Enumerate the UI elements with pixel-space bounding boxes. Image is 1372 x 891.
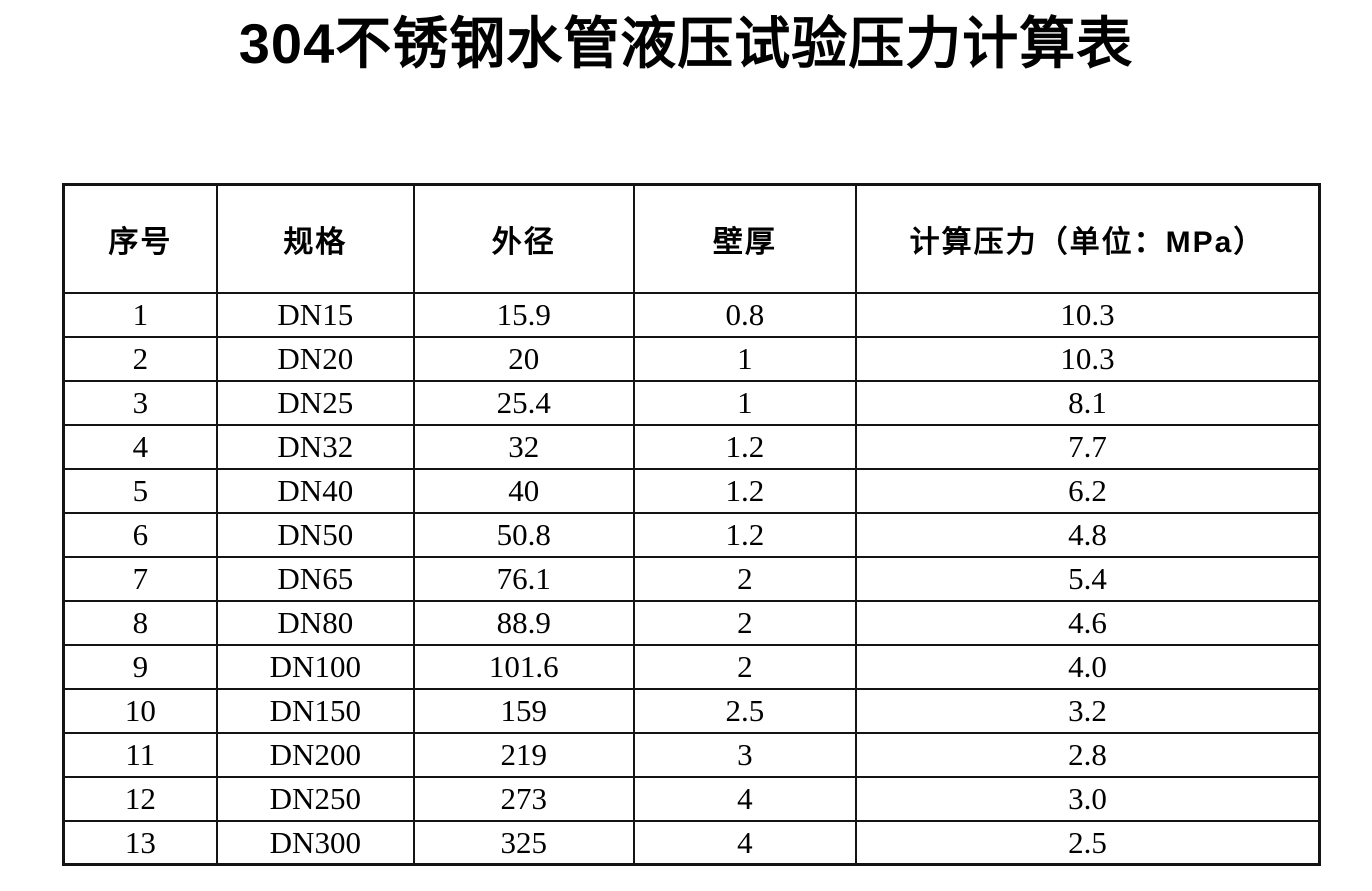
table-row: 4 DN32 32 1.2 7.7 bbox=[62, 423, 1321, 470]
column-header-pressure: 计算压力（单位：MPa） bbox=[855, 183, 1321, 294]
table-header-row: 序号 规格 外径 壁厚 计算压力（单位：MPa） bbox=[62, 183, 1321, 294]
cell-od: 25.4 bbox=[412, 379, 635, 426]
cell-spec: DN50 bbox=[215, 511, 415, 558]
cell-spec: DN40 bbox=[215, 467, 415, 514]
cell-pressure: 10.3 bbox=[855, 291, 1321, 338]
cell-seq: 7 bbox=[62, 555, 218, 602]
cell-spec: DN300 bbox=[215, 819, 415, 866]
cell-od: 88.9 bbox=[412, 599, 635, 646]
cell-pressure: 2.8 bbox=[855, 731, 1321, 778]
cell-od: 15.9 bbox=[412, 291, 635, 338]
cell-wall: 1.2 bbox=[632, 423, 858, 470]
cell-seq: 6 bbox=[62, 511, 218, 558]
cell-od: 101.6 bbox=[412, 643, 635, 690]
cell-seq: 13 bbox=[62, 819, 218, 866]
cell-od: 219 bbox=[412, 731, 635, 778]
column-header-spec: 规格 bbox=[215, 183, 415, 294]
cell-spec: DN250 bbox=[215, 775, 415, 822]
table-header: 序号 规格 外径 壁厚 计算压力（单位：MPa） bbox=[62, 183, 1321, 294]
table-row: 1 DN15 15.9 0.8 10.3 bbox=[62, 291, 1321, 338]
cell-spec: DN32 bbox=[215, 423, 415, 470]
cell-od: 32 bbox=[412, 423, 635, 470]
cell-pressure: 4.8 bbox=[855, 511, 1321, 558]
cell-spec: DN20 bbox=[215, 335, 415, 382]
table-row: 3 DN25 25.4 1 8.1 bbox=[62, 379, 1321, 426]
cell-pressure: 5.4 bbox=[855, 555, 1321, 602]
table-row: 9 DN100 101.6 2 4.0 bbox=[62, 643, 1321, 690]
cell-seq: 3 bbox=[62, 379, 218, 426]
cell-seq: 4 bbox=[62, 423, 218, 470]
cell-seq: 5 bbox=[62, 467, 218, 514]
table-row: 12 DN250 273 4 3.0 bbox=[62, 775, 1321, 822]
column-header-seq: 序号 bbox=[62, 183, 218, 294]
cell-pressure: 10.3 bbox=[855, 335, 1321, 382]
column-header-wall: 壁厚 bbox=[632, 183, 858, 294]
table-row: 11 DN200 219 3 2.8 bbox=[62, 731, 1321, 778]
cell-seq: 10 bbox=[62, 687, 218, 734]
cell-spec: DN80 bbox=[215, 599, 415, 646]
pressure-calculation-table: 序号 规格 外径 壁厚 计算压力（单位：MPa） 1 DN15 15.9 0.8 10.3 2 DN… bbox=[62, 183, 1321, 866]
cell-pressure: 4.6 bbox=[855, 599, 1321, 646]
cell-wall: 2 bbox=[632, 643, 858, 690]
table-row: 13 DN300 325 4 2.5 bbox=[62, 819, 1321, 866]
cell-spec: DN100 bbox=[215, 643, 415, 690]
cell-od: 40 bbox=[412, 467, 635, 514]
cell-wall: 1 bbox=[632, 335, 858, 382]
cell-wall: 1.2 bbox=[632, 511, 858, 558]
page-title: 304不锈钢水管液压试验压力计算表 bbox=[238, 12, 1134, 75]
cell-wall: 4 bbox=[632, 775, 858, 822]
cell-pressure: 4.0 bbox=[855, 643, 1321, 690]
cell-spec: DN25 bbox=[215, 379, 415, 426]
cell-seq: 8 bbox=[62, 599, 218, 646]
cell-spec: DN200 bbox=[215, 731, 415, 778]
cell-seq: 9 bbox=[62, 643, 218, 690]
cell-pressure: 6.2 bbox=[855, 467, 1321, 514]
cell-od: 325 bbox=[412, 819, 635, 866]
cell-pressure: 7.7 bbox=[855, 423, 1321, 470]
cell-seq: 12 bbox=[62, 775, 218, 822]
table-row: 8 DN80 88.9 2 4.6 bbox=[62, 599, 1321, 646]
cell-wall: 3 bbox=[632, 731, 858, 778]
cell-spec: DN65 bbox=[215, 555, 415, 602]
cell-seq: 11 bbox=[62, 731, 218, 778]
cell-wall: 2 bbox=[632, 599, 858, 646]
cell-spec: DN15 bbox=[215, 291, 415, 338]
cell-wall: 4 bbox=[632, 819, 858, 866]
cell-spec: DN150 bbox=[215, 687, 415, 734]
cell-wall: 2 bbox=[632, 555, 858, 602]
cell-pressure: 3.0 bbox=[855, 775, 1321, 822]
table-row: 10 DN150 159 2.5 3.2 bbox=[62, 687, 1321, 734]
cell-seq: 1 bbox=[62, 291, 218, 338]
cell-od: 20 bbox=[412, 335, 635, 382]
table-row: 5 DN40 40 1.2 6.2 bbox=[62, 467, 1321, 514]
table-row: 2 DN20 20 1 10.3 bbox=[62, 335, 1321, 382]
cell-pressure: 3.2 bbox=[855, 687, 1321, 734]
cell-wall: 2.5 bbox=[632, 687, 858, 734]
cell-seq: 2 bbox=[62, 335, 218, 382]
cell-od: 159 bbox=[412, 687, 635, 734]
column-header-od: 外径 bbox=[412, 183, 635, 294]
cell-od: 50.8 bbox=[412, 511, 635, 558]
table-row: 7 DN65 76.1 2 5.4 bbox=[62, 555, 1321, 602]
cell-od: 76.1 bbox=[412, 555, 635, 602]
cell-pressure: 2.5 bbox=[855, 819, 1321, 866]
table-row: 6 DN50 50.8 1.2 4.8 bbox=[62, 511, 1321, 558]
cell-od: 273 bbox=[412, 775, 635, 822]
cell-wall: 1.2 bbox=[632, 467, 858, 514]
table-body: 1 DN15 15.9 0.8 10.3 2 DN20 20 1 10.3 3 DN25 25.4 1 8.… bbox=[62, 291, 1321, 866]
cell-wall: 0.8 bbox=[632, 291, 858, 338]
cell-pressure: 8.1 bbox=[855, 379, 1321, 426]
cell-wall: 1 bbox=[632, 379, 858, 426]
